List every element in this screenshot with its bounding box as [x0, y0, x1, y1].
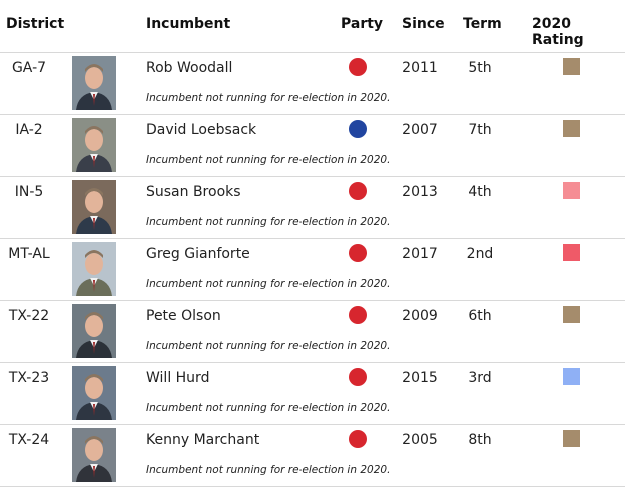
party-indicator — [349, 120, 367, 138]
incumbent-name[interactable]: Pete Olson — [146, 308, 221, 324]
header-rating[interactable]: 2020 Rating — [532, 16, 584, 48]
since-cell: 2009 — [402, 308, 438, 324]
table-row: TX-22 Pete Olson Incumbent not running f… — [0, 301, 625, 363]
rating-swatch — [563, 244, 580, 261]
district-cell[interactable]: IA-2 — [15, 122, 43, 138]
table-body: GA-7 Rob Woodall Incumbent not running f… — [0, 53, 625, 487]
table-row: TX-23 Will Hurd Incumbent not running fo… — [0, 363, 625, 425]
incumbent-name[interactable]: Will Hurd — [146, 370, 210, 386]
since-cell: 2013 — [402, 184, 438, 200]
incumbent-name[interactable]: Rob Woodall — [146, 60, 233, 76]
term-cell: 7th — [468, 122, 492, 138]
term-cell: 4th — [468, 184, 492, 200]
incumbent-name[interactable]: David Loebsack — [146, 122, 257, 138]
since-cell: 2005 — [402, 432, 438, 448]
incumbent-name[interactable]: Greg Gianforte — [146, 246, 250, 262]
term-cell: 6th — [468, 308, 492, 324]
since-cell: 2007 — [402, 122, 438, 138]
retirement-note: Incumbent not running for re-election in… — [146, 92, 391, 104]
party-indicator — [349, 368, 367, 386]
retirement-note: Incumbent not running for re-election in… — [146, 278, 391, 290]
party-indicator — [349, 430, 367, 448]
district-cell[interactable]: IN-5 — [14, 184, 44, 200]
party-indicator — [349, 244, 367, 262]
table-row: MT-AL Greg Gianforte Incumbent not runni… — [0, 239, 625, 301]
term-cell: 8th — [468, 432, 492, 448]
rating-swatch — [563, 430, 580, 447]
retirement-note: Incumbent not running for re-election in… — [146, 402, 391, 414]
incumbent-name[interactable]: Kenny Marchant — [146, 432, 260, 448]
table-row: TX-24 Kenny Marchant Incumbent not runni… — [0, 425, 625, 487]
retirement-note: Incumbent not running for re-election in… — [146, 154, 391, 166]
table-row: IN-5 Susan Brooks Incumbent not running … — [0, 177, 625, 239]
header-district[interactable]: District — [6, 16, 65, 32]
district-cell[interactable]: TX-23 — [8, 370, 50, 386]
retirement-note: Incumbent not running for re-election in… — [146, 340, 391, 352]
district-cell[interactable]: TX-24 — [8, 432, 50, 448]
district-cell[interactable]: GA-7 — [11, 60, 47, 76]
term-cell: 5th — [468, 60, 492, 76]
header-party[interactable]: Party — [341, 16, 384, 32]
incumbent-photo — [72, 118, 116, 172]
incumbent-name[interactable]: Susan Brooks — [146, 184, 241, 200]
incumbent-photo — [72, 56, 116, 110]
term-cell: 2nd — [466, 246, 494, 262]
term-cell: 3rd — [468, 370, 492, 386]
rating-swatch — [563, 120, 580, 137]
district-cell[interactable]: MT-AL — [8, 246, 50, 262]
table-row: GA-7 Rob Woodall Incumbent not running f… — [0, 53, 625, 115]
incumbent-photo — [72, 304, 116, 358]
incumbent-photo — [72, 428, 116, 482]
party-indicator — [349, 58, 367, 76]
retirement-note: Incumbent not running for re-election in… — [146, 464, 391, 476]
header-since[interactable]: Since — [402, 16, 445, 32]
rating-swatch — [563, 368, 580, 385]
party-indicator — [349, 182, 367, 200]
rating-swatch — [563, 182, 580, 199]
rating-swatch — [563, 306, 580, 323]
incumbent-photo — [72, 242, 116, 296]
header-incumbent[interactable]: Incumbent — [146, 16, 231, 32]
since-cell: 2017 — [402, 246, 438, 262]
since-cell: 2011 — [402, 60, 438, 76]
header-term[interactable]: Term — [463, 16, 502, 32]
incumbent-photo — [72, 366, 116, 420]
table-header: District Incumbent Party Since Term 2020… — [0, 0, 625, 53]
party-indicator — [349, 306, 367, 324]
table-row: IA-2 David Loebsack Incumbent not runnin… — [0, 115, 625, 177]
rating-swatch — [563, 58, 580, 75]
incumbent-photo — [72, 180, 116, 234]
retirement-note: Incumbent not running for re-election in… — [146, 216, 391, 228]
district-cell[interactable]: TX-22 — [8, 308, 50, 324]
since-cell: 2015 — [402, 370, 438, 386]
